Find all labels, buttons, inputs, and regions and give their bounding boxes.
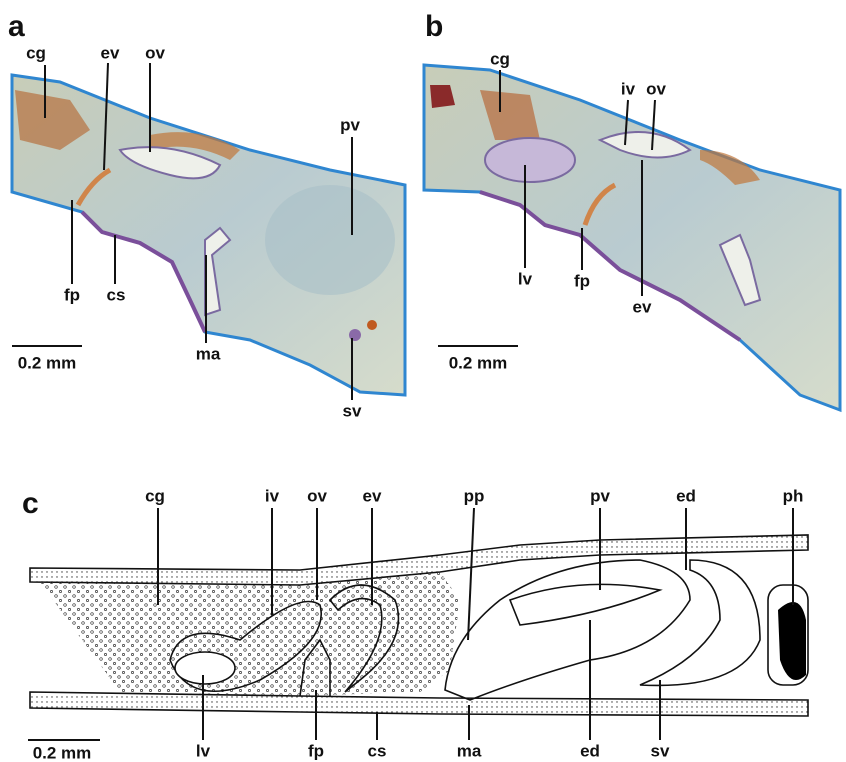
pv [510,584,660,625]
label: ev [363,486,382,505]
label: cg [490,49,510,68]
panel-b: b cg iv ov lv fp ev 0.2 mm [424,10,840,410]
label: ov [307,486,327,505]
label: pv [340,115,360,134]
panel-a: a cg ev ov pv fp cs ma sv 0.2 mm [8,10,405,421]
panel-letter: a [8,10,25,43]
label: fp [574,271,590,290]
label: iv [621,79,636,98]
label: cg [26,43,46,62]
panel-letter: c [22,487,39,520]
label: ev [101,43,120,62]
label: lv [196,741,211,760]
label: lv [518,269,533,288]
pv-bulb [265,185,395,295]
scale-bar-label: 0.2 mm [33,743,92,762]
label: ov [646,79,666,98]
label: ma [196,344,221,363]
sv-stain [349,329,361,341]
scale-bar-label: 0.2 mm [18,353,77,372]
sv [640,560,760,685]
leader-line [468,508,474,640]
panel-letter: b [425,10,443,43]
body-wall-bottom [30,692,808,716]
label: pp [464,486,485,505]
stain [367,320,377,330]
label: cg [145,486,165,505]
label: ov [145,43,165,62]
figure: a cg ev ov pv fp cs ma sv 0.2 mm b [0,0,846,762]
label: ph [783,486,804,505]
label: cs [368,741,387,760]
label: ev [633,297,652,316]
label: sv [343,401,362,420]
label: cs [107,285,126,304]
lv-lumen [175,652,235,684]
label: pv [590,486,610,505]
parenchyma [40,572,460,696]
panel-c: c cg iv ov ev pp pv ed ph lv fp cs ma ed… [22,486,808,762]
label: fp [64,285,80,304]
label: sv [651,741,670,760]
label: ma [457,741,482,760]
lv-lumen [485,138,575,182]
label: ed [676,486,696,505]
label: fp [308,741,324,760]
label: iv [265,486,280,505]
label: ed [580,741,600,760]
scale-bar-label: 0.2 mm [449,353,508,372]
